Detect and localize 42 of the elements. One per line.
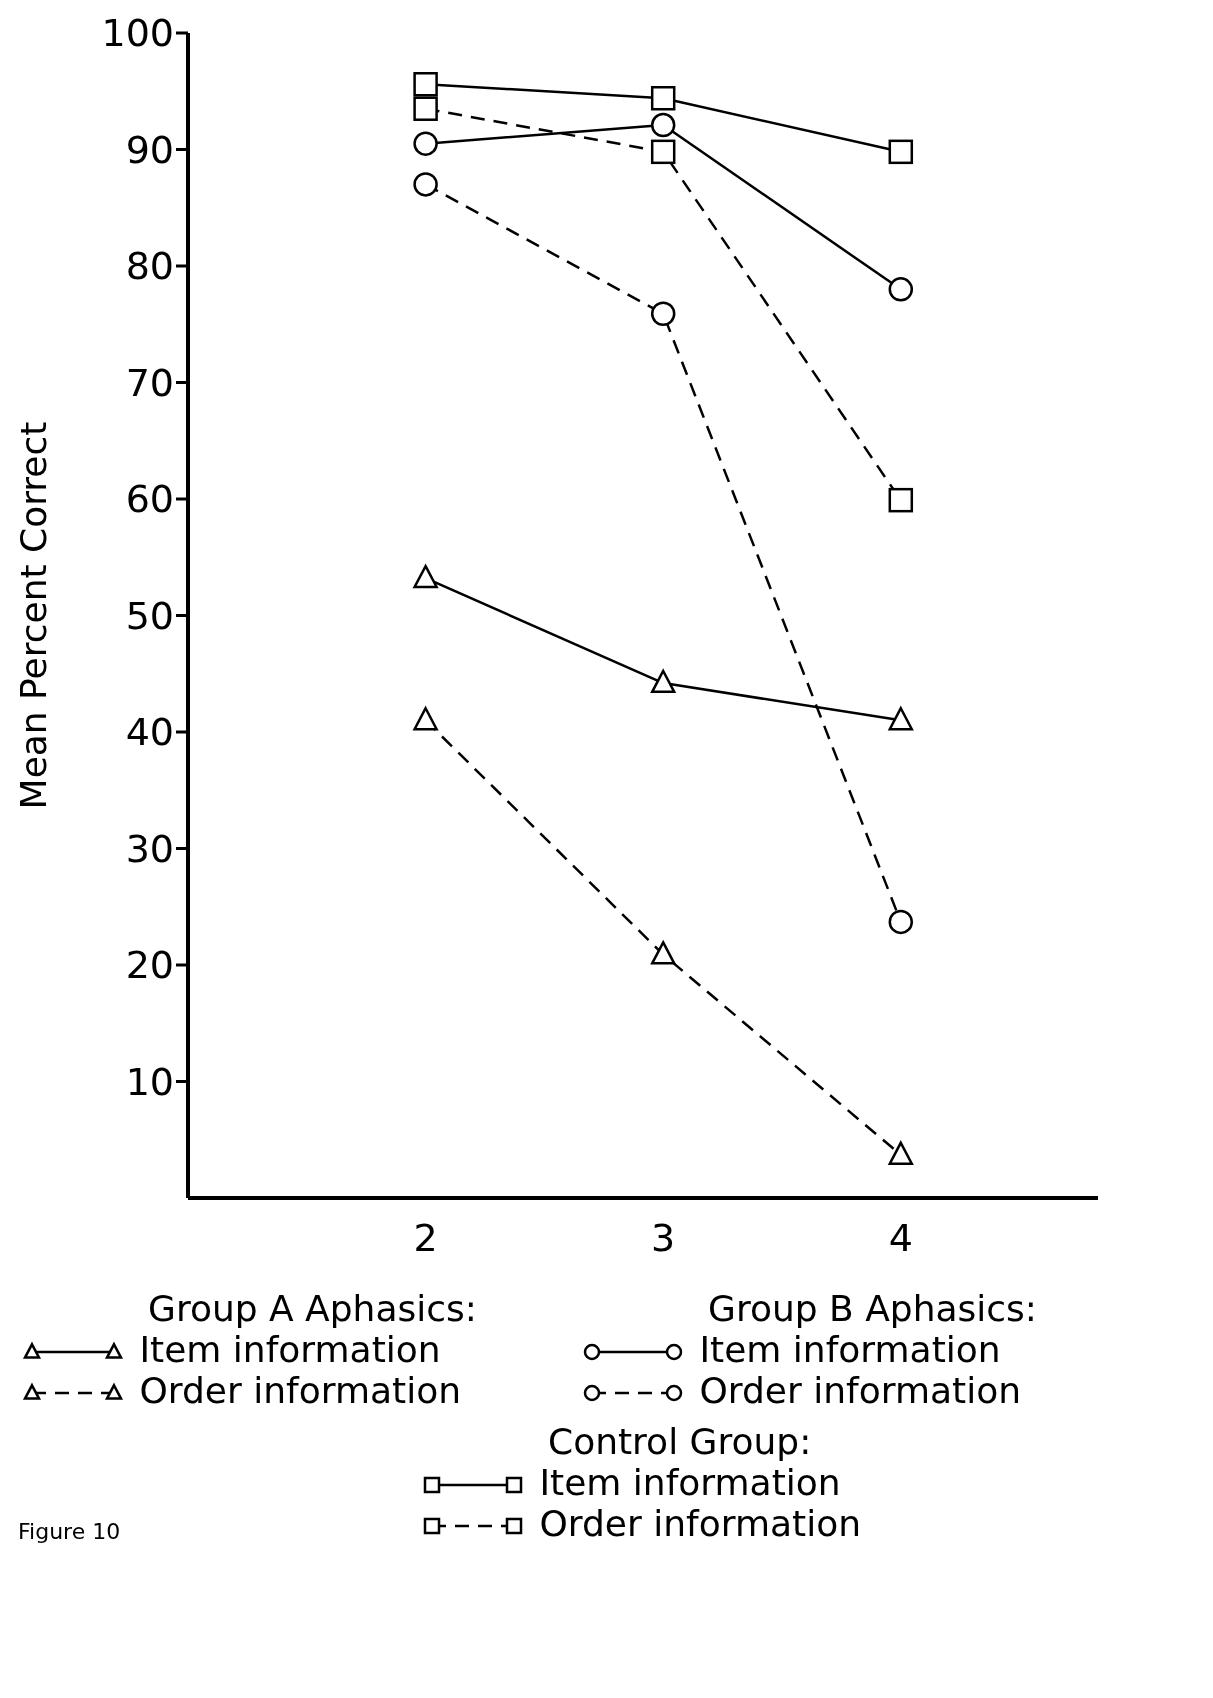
legend-label: Order information [698, 1370, 1022, 1411]
x-tick-label: 3 [651, 1215, 676, 1260]
legend-label: Item information [138, 1329, 442, 1370]
y-tick-label: 60 [125, 477, 174, 522]
legend-label: Item information [698, 1329, 1002, 1370]
text: Group B Aphasics: [707, 1288, 1038, 1329]
y-tick-label: 90 [125, 127, 174, 172]
point [650, 112, 676, 138]
legend-label: Item information [538, 1462, 842, 1503]
point [413, 131, 438, 156]
point [650, 85, 676, 111]
y-tick-label: 100 [101, 11, 174, 56]
text: Group A Aphasics: [147, 1288, 478, 1329]
point [413, 564, 438, 589]
point [413, 172, 438, 197]
point [413, 96, 438, 121]
point [888, 707, 914, 731]
y-tick-label: 20 [125, 943, 174, 988]
y-tick-label: 40 [125, 710, 174, 755]
y-tick-label: 10 [125, 1059, 174, 1104]
point [888, 277, 914, 302]
caption: Figure 10 [18, 1519, 121, 1544]
legend-label: Order information [538, 1503, 862, 1544]
point [888, 1141, 914, 1165]
y-tick-label: 70 [125, 360, 174, 405]
x-tick-label: 2 [413, 1215, 438, 1260]
point [650, 669, 676, 694]
text: Control Group: [547, 1421, 813, 1462]
legend-label: Order information [138, 1370, 462, 1411]
point [888, 139, 914, 165]
y-tick-label: 30 [125, 826, 174, 871]
point [888, 487, 914, 513]
point [888, 909, 914, 935]
point [650, 301, 676, 327]
y-axis-title: Mean Percent Correct [12, 421, 54, 810]
point [413, 707, 438, 731]
y-tick-label: 50 [125, 593, 174, 638]
y-tick-label: 80 [125, 244, 174, 289]
point [413, 72, 438, 97]
point [650, 941, 676, 965]
x-tick-label: 4 [888, 1215, 913, 1260]
point [650, 139, 676, 165]
